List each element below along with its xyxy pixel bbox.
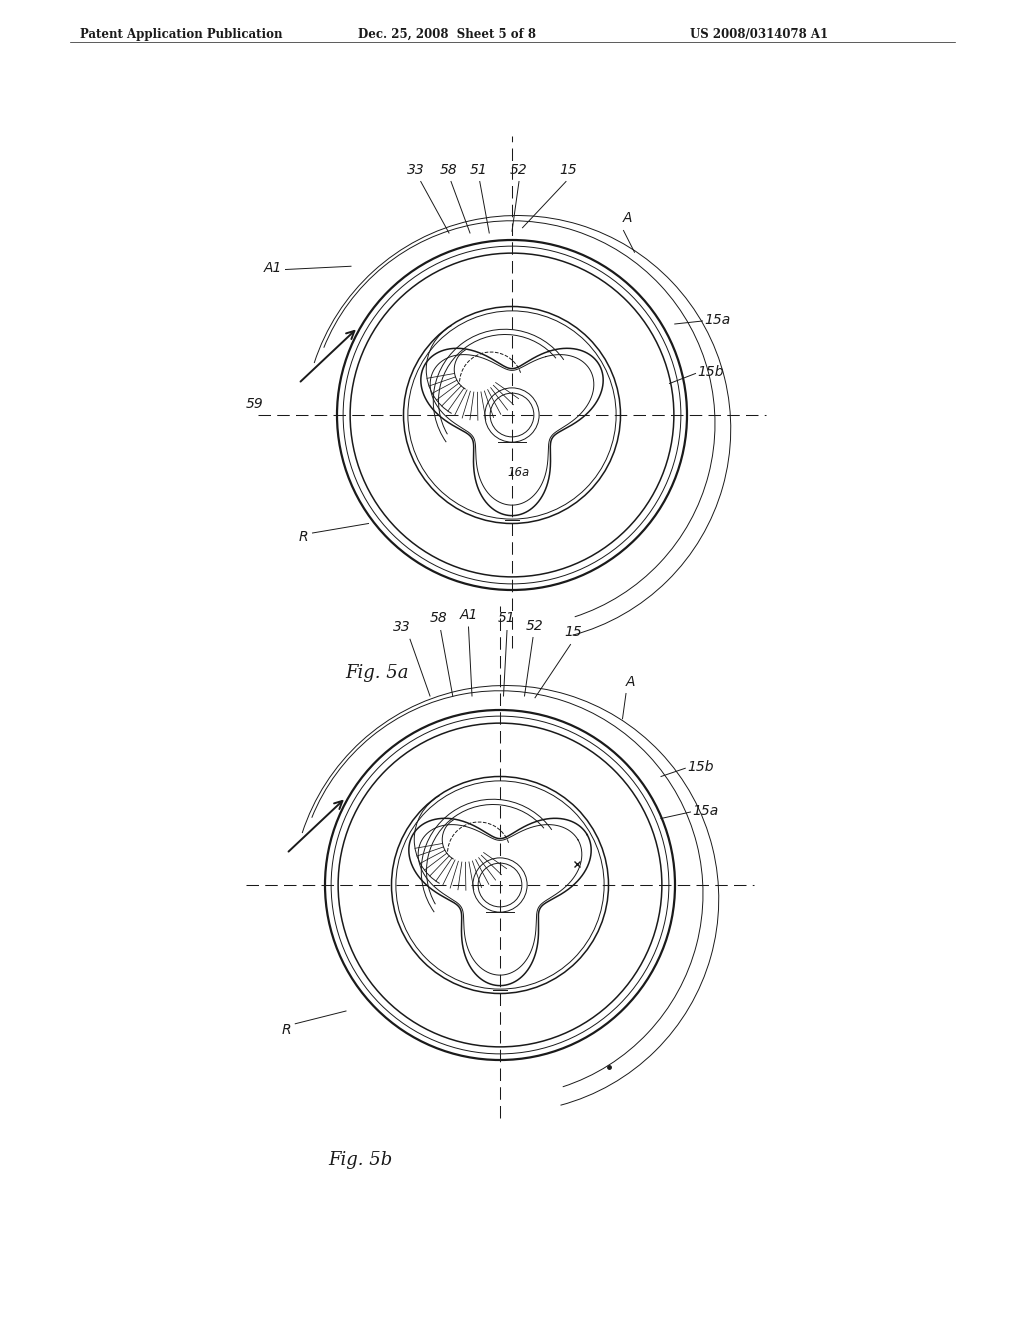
Text: 51: 51 [470,162,487,177]
Text: 16a: 16a [508,466,530,479]
Text: A1: A1 [263,260,282,275]
Text: 15a: 15a [705,313,731,327]
Text: 33: 33 [393,620,411,634]
Text: 15a: 15a [692,804,719,818]
Text: 15: 15 [564,626,583,639]
Text: 58: 58 [430,611,447,626]
Text: 58: 58 [440,162,458,177]
Text: 59: 59 [246,397,264,411]
Text: R: R [282,1023,291,1036]
Text: Fig. 5b: Fig. 5b [329,1151,393,1170]
Text: R: R [299,531,308,544]
Text: 15b: 15b [687,760,714,775]
Text: US 2008/0314078 A1: US 2008/0314078 A1 [690,28,828,41]
Text: 51: 51 [498,611,516,626]
Text: 15: 15 [559,162,577,177]
Text: A1: A1 [460,609,477,622]
Text: Patent Application Publication: Patent Application Publication [80,28,283,41]
Text: 33: 33 [407,162,425,177]
Text: Dec. 25, 2008  Sheet 5 of 8: Dec. 25, 2008 Sheet 5 of 8 [358,28,536,41]
Text: A: A [626,675,636,689]
Text: Fig. 5a: Fig. 5a [346,664,410,681]
Text: 52: 52 [526,619,544,632]
Text: A: A [623,211,632,226]
Text: 15b: 15b [697,366,724,380]
Text: 52: 52 [510,162,528,177]
